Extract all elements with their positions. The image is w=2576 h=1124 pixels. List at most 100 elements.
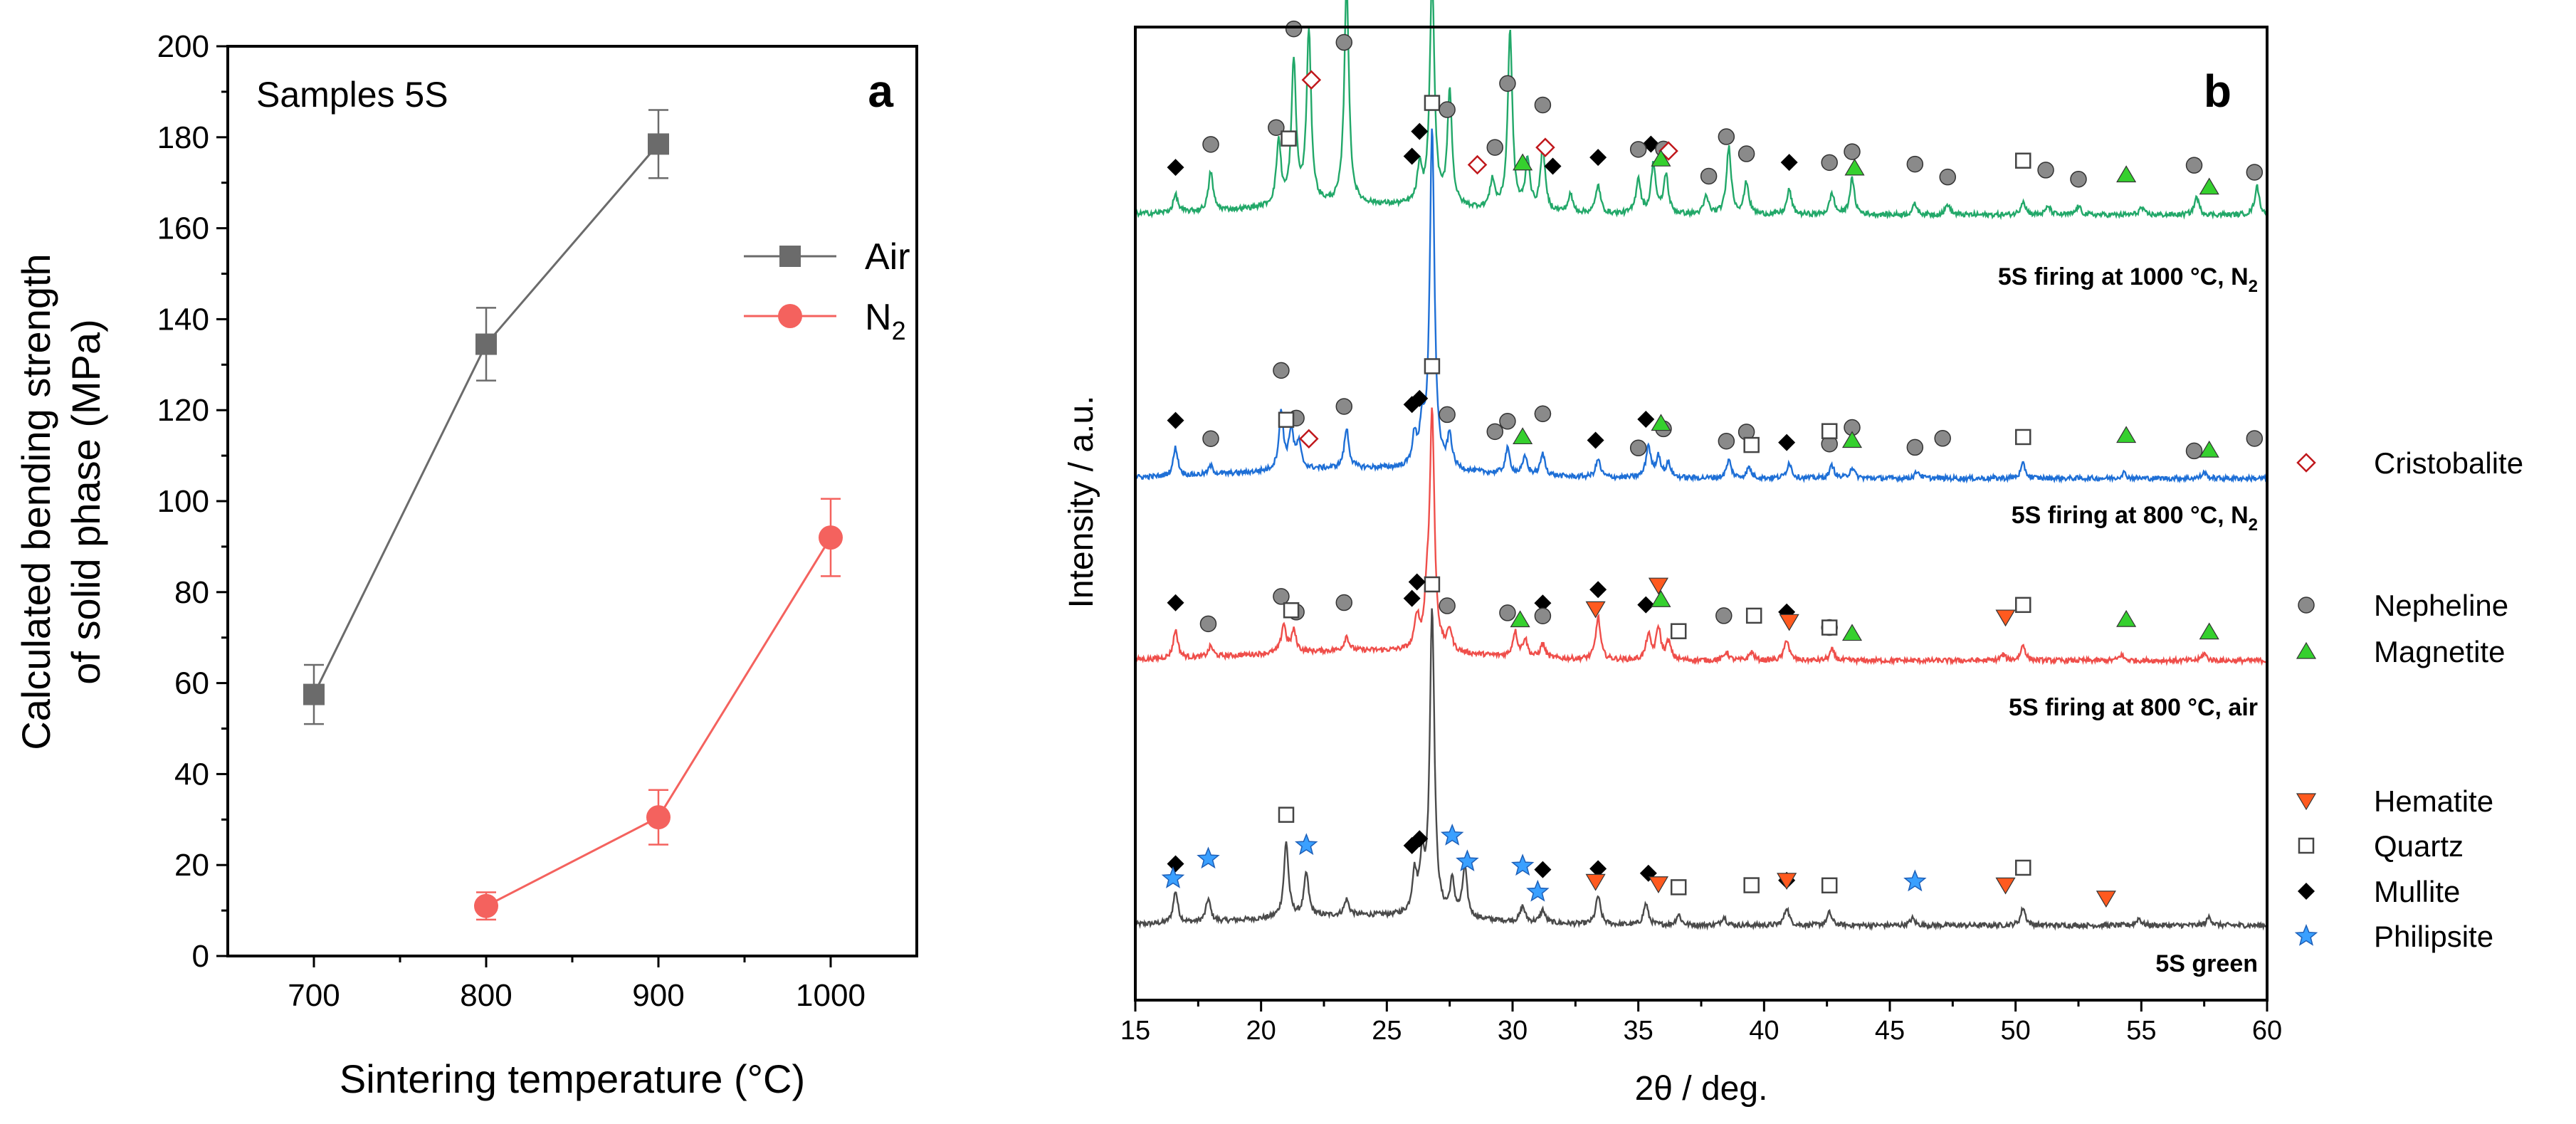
phase-mark-nepheline <box>1499 413 1516 430</box>
legend-marker-magnetite <box>2296 641 2317 659</box>
phase-mark-nepheline <box>1499 75 1516 92</box>
phase-mark-nepheline <box>2185 157 2203 174</box>
phase-mark-magnetite <box>2116 426 2137 443</box>
data-point <box>475 333 497 355</box>
x-tick-label: 1000 <box>796 978 866 1013</box>
series-line <box>485 537 832 908</box>
phase-mark-cristobalite <box>1301 70 1322 90</box>
panel-a-frame <box>226 45 918 957</box>
phase-mark-philipsite <box>1295 833 1318 856</box>
phase-mark-quartz <box>1821 619 1838 636</box>
phase-mark-nepheline <box>1629 141 1647 158</box>
xrd-trace-air800 <box>1134 407 2267 666</box>
phase-mark-nepheline <box>1906 438 1924 456</box>
y-tick-label: 160 <box>157 211 209 246</box>
phase-mark-nepheline <box>1718 432 1735 450</box>
trace-label-n21000: 5S firing at 1000 °C, N2 <box>1998 263 2258 296</box>
phase-mark-quartz <box>1670 879 1687 895</box>
phase-mark-mullite <box>1167 855 1184 873</box>
phase-mark-quartz <box>2015 429 2031 446</box>
phase-mark-nepheline <box>1906 155 1924 173</box>
phase-mark-magnetite <box>1651 149 1671 167</box>
phase-mark-nepheline <box>1629 439 1647 457</box>
phase-mark-nepheline <box>1335 594 1353 611</box>
legend-entry-magnetite: Magnetite <box>2296 635 2505 668</box>
phase-mark-hematite <box>1648 577 1668 595</box>
phase-mark-nepheline <box>1268 119 1285 136</box>
phase-mark-nepheline <box>1534 96 1552 114</box>
trace-label-green5s: 5S green <box>2155 950 2258 977</box>
phase-mark-nepheline <box>1335 33 1353 51</box>
trace-label-n21000-main: 5S firing at 1000 °C, N <box>1998 263 2249 290</box>
xrd-trace-n21000 <box>1135 0 2268 221</box>
phase-mark-nepheline <box>1202 430 1219 447</box>
trace-label-n21000-sub: 2 <box>2249 277 2258 296</box>
y-tick-label: 140 <box>157 302 209 337</box>
panel-b-phase-marks <box>1161 20 2264 908</box>
phase-mark-mullite <box>1778 434 1796 451</box>
phase-mark-magnetite <box>1841 431 1863 448</box>
phase-mark-quartz <box>1670 623 1687 639</box>
panel-b-label: b <box>2204 65 2231 117</box>
phase-mark-quartz <box>1283 602 1300 619</box>
y-tick-label: 120 <box>157 393 209 428</box>
phase-mark-hematite <box>1648 876 1668 893</box>
phase-mark-hematite <box>1585 873 1606 891</box>
y-tick-label: 60 <box>174 666 209 701</box>
legend-label-philipsite: Philipsite <box>2374 920 2493 953</box>
x-tick-label: 40 <box>1749 1016 1779 1046</box>
phase-mark-quartz <box>1745 607 1762 624</box>
phase-mark-magnetite <box>1651 414 1671 431</box>
xrd-trace-green5s <box>1134 608 2267 931</box>
phase-mark-cristobalite <box>1467 154 1488 175</box>
phase-mark-hematite <box>1995 609 2016 627</box>
x-tick-label: 15 <box>1120 1016 1150 1046</box>
panel-b-xlabel: 2θ / deg. <box>1635 1070 1768 1108</box>
panel-b-frame <box>1134 26 2269 1002</box>
phase-mark-mullite <box>1403 147 1421 165</box>
phase-mark-nepheline <box>1273 362 1290 379</box>
legend-entry-nepheline: Nepheline <box>2298 589 2508 622</box>
phase-mark-nepheline <box>1285 20 1303 38</box>
phase-mark-quartz <box>1424 95 1441 111</box>
legend-label-n2: N2 <box>865 297 906 345</box>
panel-a-ticks: 700 800 900 1000 0 20 40 60 80 100 120 140 160 180 200 <box>157 29 866 1013</box>
data-point <box>646 805 671 830</box>
data-point <box>303 683 325 705</box>
phase-mark-quartz <box>1424 358 1441 374</box>
legend-marker-mullite <box>2298 883 2315 900</box>
legend-entry-philipsite: Philipsite <box>2294 920 2493 953</box>
x-tick-label: 60 <box>2252 1016 2282 1046</box>
panel-a-series <box>303 109 843 921</box>
phase-mark-cristobalite <box>1535 137 1555 157</box>
phase-mark-mullite <box>1167 159 1184 177</box>
phase-mark-magnetite <box>1844 158 1865 176</box>
phase-legend: Cristobalite Nepheline Magnetite Hematite Qu… <box>2294 446 2523 953</box>
phase-mark-mullite <box>1544 157 1562 175</box>
phase-mark-mullite <box>1167 411 1184 429</box>
phase-mark-quartz <box>1281 130 1297 147</box>
phase-mark-philipsite <box>1161 866 1185 888</box>
panel-a-ylabel-line2: of solid phase (MPa) <box>63 319 108 685</box>
legend-entry-hematite: Hematite <box>2296 784 2493 818</box>
phase-mark-quartz <box>2015 859 2031 876</box>
phase-mark-hematite <box>2096 891 2116 908</box>
legend-label-air: Air <box>865 236 910 278</box>
y-tick-label: 0 <box>192 939 209 974</box>
legend-label-n2-sub: 2 <box>892 316 906 345</box>
phase-mark-nepheline <box>2185 442 2203 460</box>
phase-mark-nepheline <box>1534 405 1552 423</box>
x-tick-label: 50 <box>2001 1016 2031 1046</box>
phase-mark-philipsite <box>1456 849 1479 872</box>
phase-mark-nepheline <box>1700 167 1718 185</box>
phase-mark-nepheline <box>1939 168 1957 186</box>
series-air <box>303 109 669 725</box>
x-tick-label: 35 <box>1624 1016 1654 1046</box>
phase-mark-mullite <box>1403 589 1421 607</box>
phase-mark-nepheline <box>1199 615 1217 633</box>
legend-marker-hematite <box>2296 793 2317 811</box>
phase-mark-magnetite <box>2199 440 2219 458</box>
phase-mark-hematite <box>1779 614 1799 631</box>
phase-mark-quartz <box>1424 576 1441 593</box>
panel-a: 700 800 900 1000 0 20 40 60 80 100 120 140 160 180 200… <box>14 29 918 1101</box>
